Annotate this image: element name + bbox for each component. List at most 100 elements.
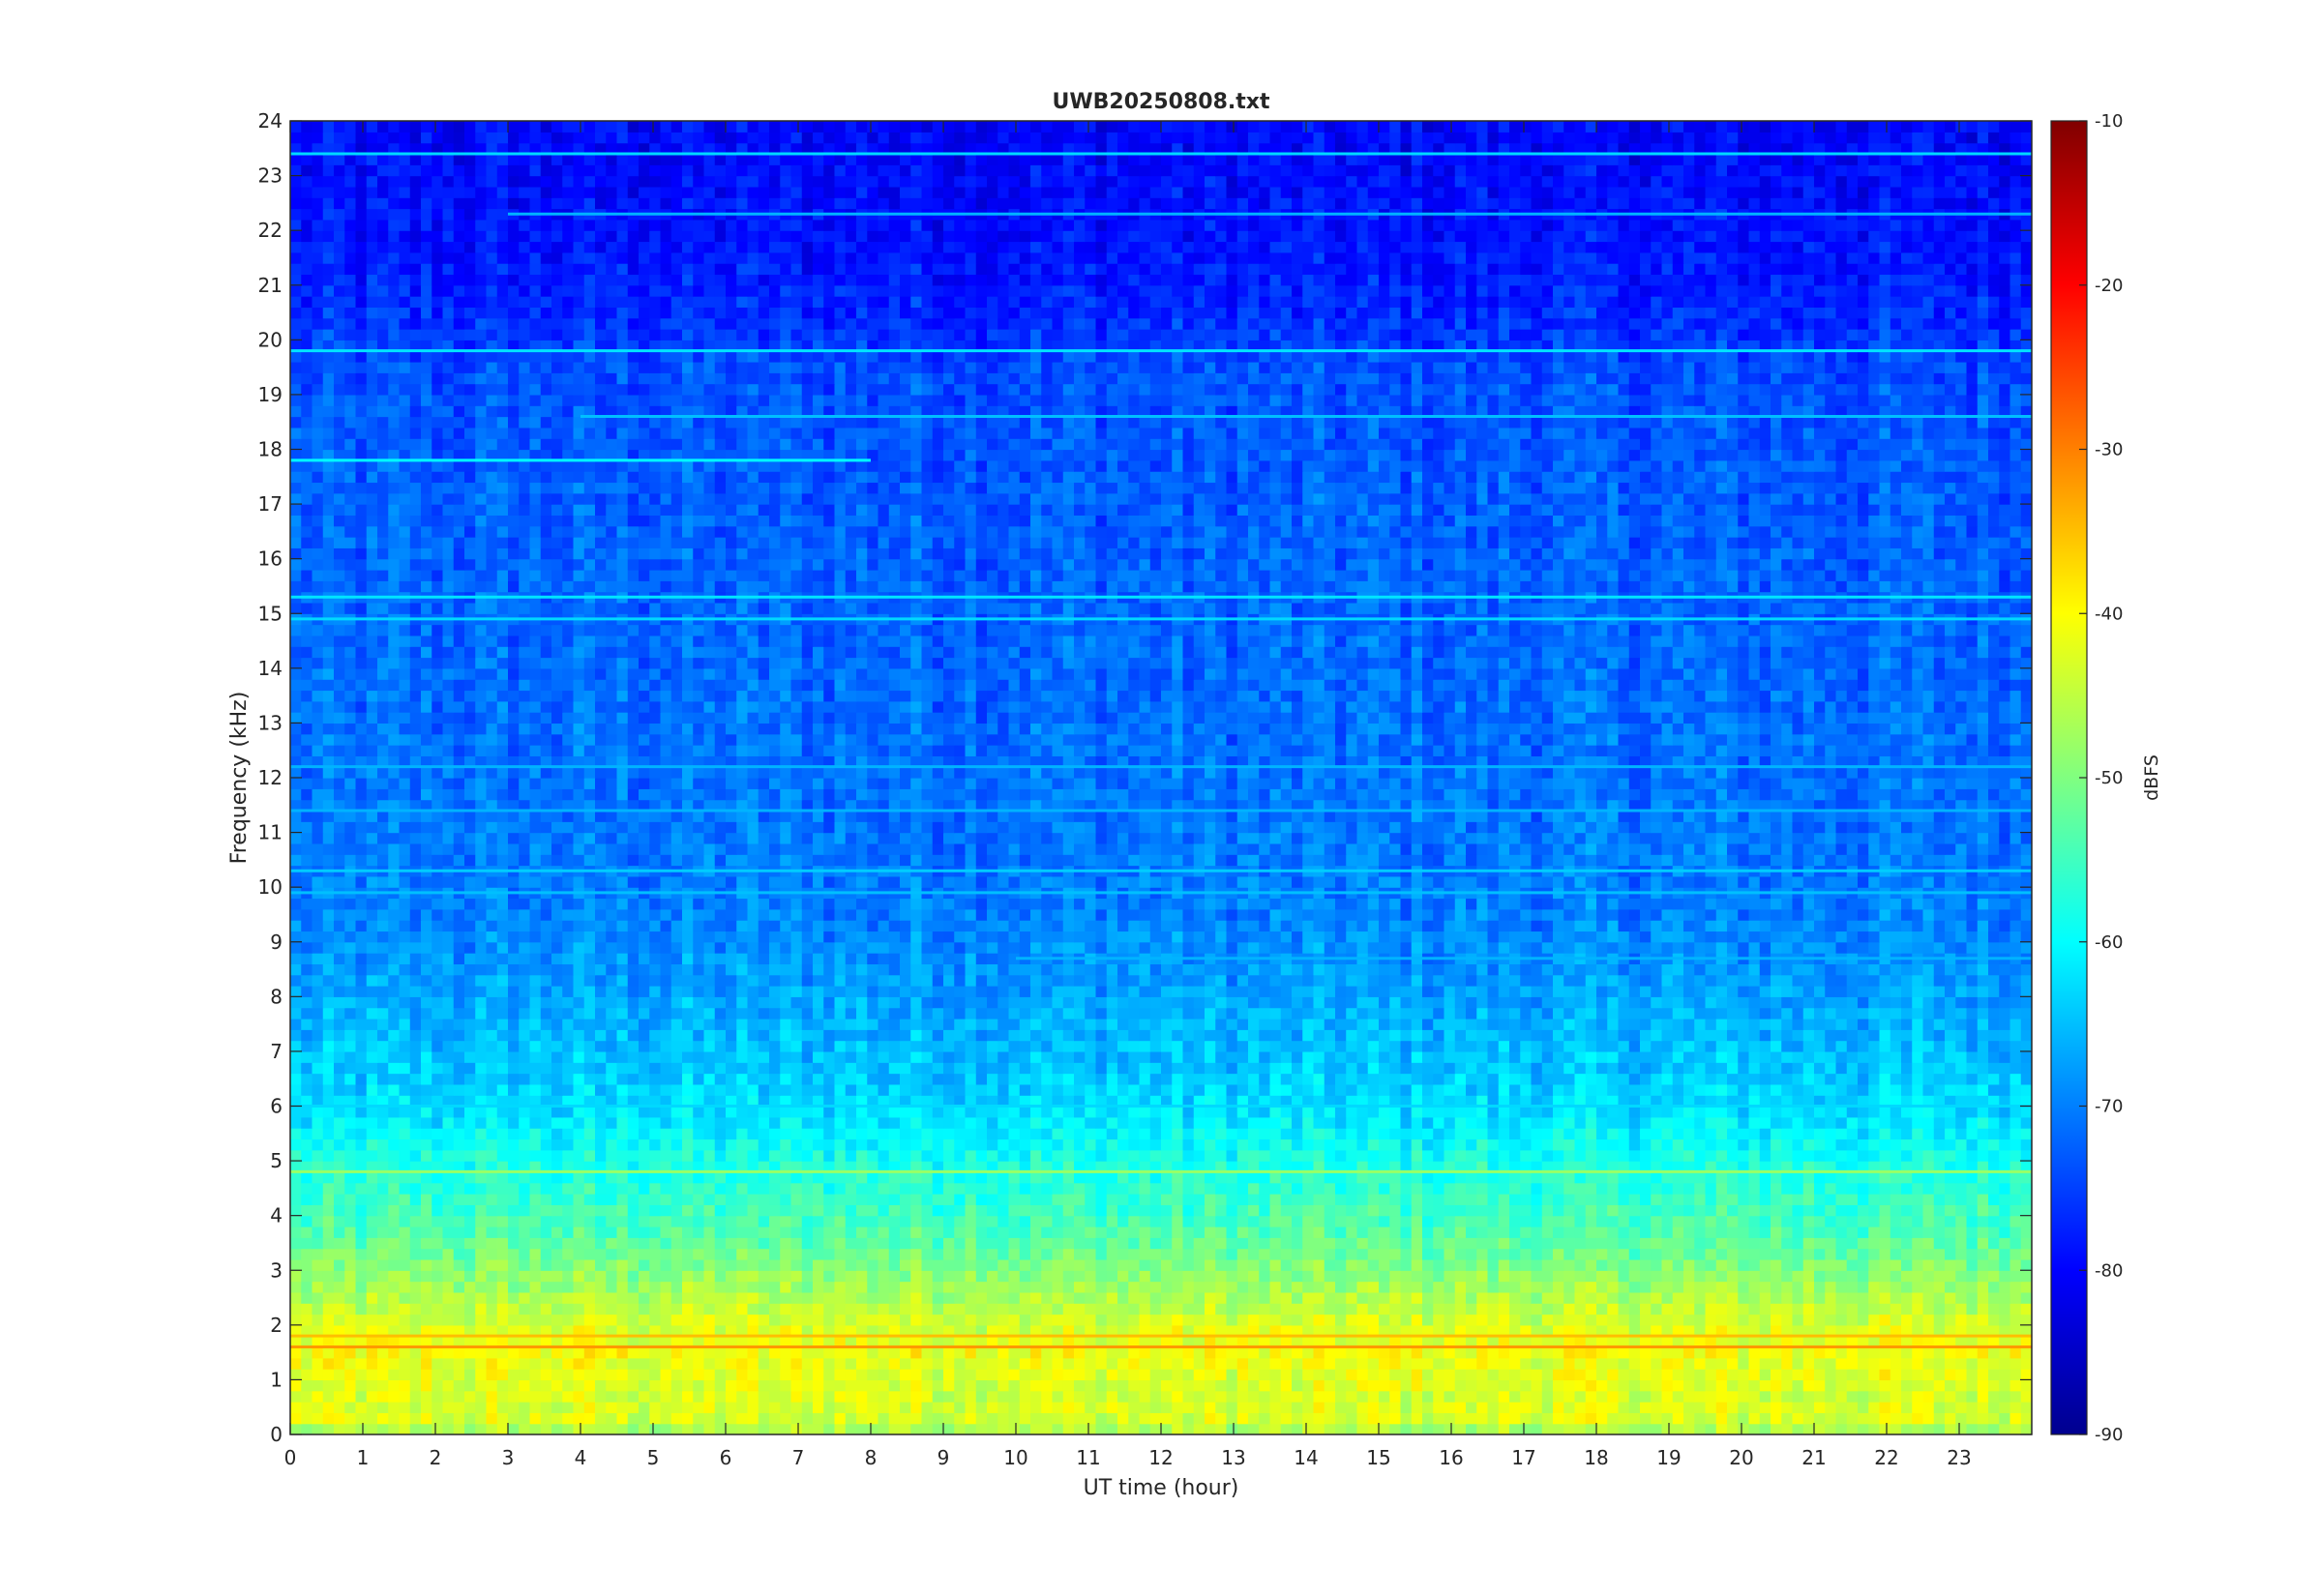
heatmap-cell (867, 1357, 879, 1370)
heatmap-cell (453, 1314, 465, 1326)
heatmap-cell (508, 1291, 520, 1304)
heatmap-cell (1335, 1303, 1347, 1315)
heatmap-cell (1085, 1390, 1097, 1403)
heatmap-cell (519, 1226, 531, 1238)
heatmap-cell (399, 1336, 411, 1348)
heatmap-cell (736, 1357, 749, 1370)
heatmap-cell (573, 1324, 585, 1337)
heatmap-cell (1205, 1336, 1216, 1348)
heatmap-cell (1052, 1270, 1064, 1283)
heatmap-cell (1389, 1116, 1402, 1129)
heatmap-cell (1335, 1379, 1347, 1392)
heatmap-cell (1085, 1281, 1097, 1293)
heatmap-cell (910, 1116, 923, 1129)
heatmap-cell (290, 1194, 302, 1205)
heatmap-cell (726, 1379, 737, 1392)
heatmap-cell (1738, 1204, 1750, 1217)
heatmap-cell (1868, 1171, 1881, 1184)
heatmap-cell (1193, 1194, 1206, 1205)
heatmap-cell (1553, 1226, 1564, 1238)
heatmap-cell (432, 1083, 444, 1096)
heatmap-cell (529, 1204, 542, 1217)
heatmap-cell (878, 1204, 890, 1217)
heatmap-cell (1106, 1116, 1118, 1129)
heatmap-cell (1640, 1095, 1652, 1108)
heatmap-cell (1193, 1281, 1206, 1293)
heatmap-cell (813, 1194, 824, 1205)
heatmap-cell (932, 1412, 944, 1425)
heatmap-cell (660, 1281, 672, 1293)
heatmap-cell (1193, 1303, 1206, 1315)
heatmap-cell (1444, 1357, 1456, 1370)
heatmap-cell (921, 1314, 934, 1326)
heatmap-cell (790, 1194, 803, 1205)
heatmap-cell (334, 1270, 345, 1283)
heatmap-cell (388, 1346, 401, 1359)
heatmap-cell (758, 1357, 770, 1370)
heatmap-cell (1280, 1412, 1293, 1425)
heatmap-cell (540, 1423, 552, 1434)
heatmap-cell (1922, 1324, 1935, 1337)
heatmap-cell (1999, 1106, 2011, 1118)
heatmap-cell (1520, 1226, 1533, 1238)
heatmap-cell (1781, 1390, 1794, 1403)
heatmap-cell (366, 1248, 378, 1260)
heatmap-cell (519, 1095, 531, 1108)
heatmap-cell (823, 1336, 836, 1348)
heatmap-cell (1574, 1346, 1587, 1359)
heatmap-cell (649, 1336, 662, 1348)
heatmap-cell (954, 1248, 967, 1260)
heatmap-cell (1149, 1248, 1162, 1260)
heatmap-cell (1922, 1128, 1935, 1140)
heatmap-cell (1672, 1194, 1684, 1205)
heatmap-cell (1356, 1258, 1369, 1271)
heatmap-cell (1802, 1149, 1815, 1162)
heatmap-cell (954, 1369, 967, 1381)
heatmap-cell (1781, 1215, 1794, 1227)
heatmap-cell (301, 1138, 313, 1151)
heatmap-cell (1454, 1258, 1467, 1271)
heatmap-cell (1052, 1138, 1064, 1151)
heatmap-cell (464, 1324, 476, 1337)
heatmap-cell (1890, 1390, 1902, 1403)
heatmap-cell (1476, 1128, 1489, 1140)
heatmap-cell (780, 1128, 792, 1140)
heatmap-cell (2009, 1357, 2022, 1370)
heatmap-cell (540, 1171, 552, 1184)
heatmap-cell (1541, 1423, 1554, 1434)
heatmap-cell (1858, 1281, 1869, 1293)
heatmap-cell (1901, 1128, 1913, 1140)
heatmap-cell (910, 1369, 923, 1381)
heatmap-cell (1422, 1171, 1434, 1184)
heatmap-cell (1890, 1128, 1902, 1140)
heatmap-cell (932, 1379, 944, 1392)
heatmap-cell (703, 1226, 716, 1238)
heatmap-cell (997, 1258, 1010, 1271)
heatmap-cell (1715, 1194, 1728, 1205)
heatmap-cell (1182, 1324, 1195, 1337)
heatmap-cell (845, 1412, 857, 1425)
heatmap-cell (1074, 1106, 1086, 1118)
heatmap-cell (1226, 1258, 1238, 1271)
heatmap-cell (551, 1270, 563, 1283)
heatmap-cell (1193, 1237, 1206, 1250)
heatmap-cell (1933, 1106, 1946, 1118)
heatmap-cell (1269, 1106, 1282, 1118)
heatmap-cell (1117, 1357, 1129, 1370)
heatmap-cell (1269, 1390, 1282, 1403)
heatmap-cell (1356, 1291, 1369, 1304)
heatmap-cell (595, 1083, 607, 1096)
heatmap-cell (1509, 1215, 1521, 1227)
heatmap-cell (1182, 1095, 1195, 1108)
heatmap-cell (627, 1128, 640, 1140)
heatmap-cell (954, 1226, 967, 1238)
heatmap-cell (1400, 1412, 1413, 1425)
heatmap-cell (1433, 1248, 1445, 1260)
heatmap-cell (1574, 1390, 1587, 1403)
heatmap-cell (682, 1116, 694, 1129)
heatmap-cell (1454, 1095, 1467, 1108)
heatmap-cell (703, 1423, 716, 1434)
heatmap-cell (943, 1281, 955, 1293)
heatmap-cell (508, 1357, 520, 1370)
heatmap-cell (1030, 1194, 1042, 1205)
